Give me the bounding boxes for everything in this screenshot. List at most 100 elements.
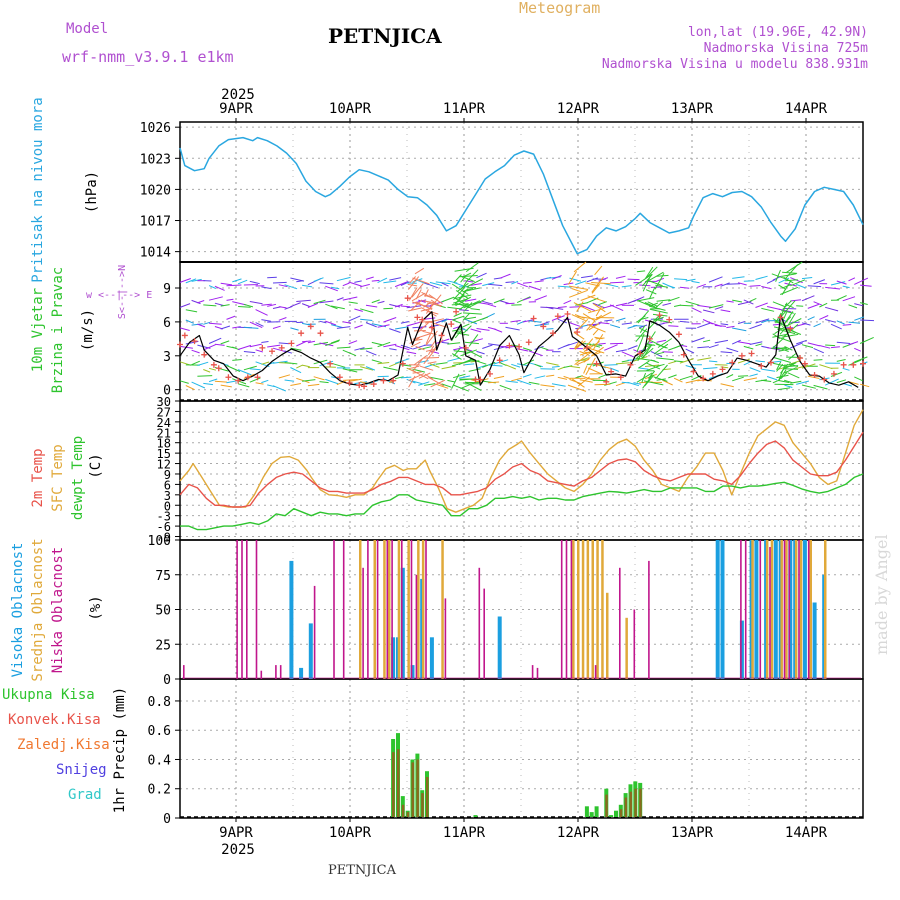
wind-gust-marker: [797, 355, 804, 362]
wind-arrow: [214, 285, 225, 291]
cloud-bar: [715, 540, 720, 679]
wind-arrow: [330, 324, 344, 329]
wind-gust-arrow: [463, 325, 472, 333]
wind-gust-arrow: [427, 345, 435, 356]
wind-gust-marker: [201, 351, 208, 358]
wind-gust-arrow: [407, 283, 418, 287]
wind-arrow: [302, 284, 313, 288]
cloud-bar: [560, 540, 563, 679]
ylabel-temp-unit: (C): [88, 453, 104, 478]
wind-arrow: [551, 383, 566, 387]
wind-arrow: [720, 282, 730, 287]
wind-arrow: [569, 322, 581, 327]
cloud-bar: [391, 540, 393, 679]
wind-arrow: [679, 286, 690, 289]
legend-snow: Snijeg: [56, 762, 107, 778]
wind-arrow: [290, 383, 301, 386]
meteogram-label: Meteogram: [519, 0, 601, 17]
wind-arrow: [720, 351, 733, 354]
wind-arrow: [453, 281, 464, 287]
wind-gust-arrow: [582, 313, 596, 322]
wind-arrow: [761, 379, 772, 382]
cloud-bar: [765, 540, 769, 679]
wind-gust-arrow: [776, 374, 789, 379]
wind-gust-arrow: [423, 357, 440, 359]
wind-gust-arrow: [594, 336, 603, 340]
ylabel-precip: 1hr Precip (mm): [112, 687, 128, 813]
wind-arrow: [691, 375, 702, 381]
wind-gust-arrow: [460, 275, 466, 283]
wind-arrow: [197, 361, 209, 366]
wind-gust-arrow: [655, 364, 668, 380]
wind-arrow: [232, 359, 242, 361]
cloud-bar: [536, 667, 539, 679]
wind-gust-arrow: [452, 315, 465, 321]
wind-gust-marker: [777, 314, 784, 321]
cloud-bar: [410, 665, 415, 679]
wind-arrow: [493, 328, 503, 333]
wind-gust-arrow: [415, 346, 425, 351]
wind-arrow: [627, 381, 640, 387]
wind-gust-marker: [438, 332, 445, 339]
wind-arrow: [528, 350, 543, 357]
cloud-bar: [289, 560, 294, 679]
wind-arrow: [708, 304, 724, 309]
wind-gust-arrow: [423, 348, 436, 365]
wind-arrow: [511, 377, 522, 382]
wind-arrow: [394, 303, 403, 308]
wind-gust-arrow: [585, 357, 596, 376]
wind-arrow-field: [179, 261, 875, 392]
wind-gust-arrow: [645, 266, 654, 279]
wind-arrow: [319, 342, 334, 347]
wind-arrow: [249, 301, 263, 305]
wind-arrow: [453, 373, 466, 379]
wind-arrow: [749, 323, 762, 330]
wind-arrow: [755, 379, 767, 383]
wind-gust-arrow: [464, 287, 474, 292]
wind-gust-arrow: [409, 276, 416, 284]
wind-arrow: [342, 321, 352, 324]
ylabel-sfctemp: SFC Temp: [50, 444, 66, 511]
panel-frame-precip: [179, 678, 864, 819]
wind-arrow: [830, 346, 840, 349]
wind-arrow: [737, 321, 746, 325]
wind-arrow: [441, 341, 449, 344]
wind-arrow: [278, 284, 288, 288]
wind-arrow: [697, 283, 706, 288]
cloud-bar: [241, 540, 243, 679]
cloud-bar: [421, 540, 425, 679]
wind-arrow: [441, 297, 454, 303]
wind-arrow: [813, 347, 824, 354]
wind-arrow: [313, 299, 326, 305]
wind-arrow: [261, 361, 270, 365]
y-tick-label: 0: [163, 673, 171, 688]
wind-gust-arrow: [424, 294, 435, 299]
wind-arrow: [209, 322, 222, 325]
wind-arrow: [517, 363, 529, 367]
wind-arrow: [511, 280, 519, 285]
wind-gust-arrow: [412, 301, 426, 307]
wind-arrow: [854, 303, 864, 307]
y-tick-label: 0: [163, 384, 171, 399]
y-tick-label: 3: [164, 489, 171, 503]
wind-arrow: [854, 347, 862, 352]
y-tick-label: -3: [157, 510, 171, 524]
wind-arrow: [726, 347, 739, 353]
wind-arrow: [418, 381, 430, 386]
wind-arrow: [848, 277, 856, 282]
wind-gust-arrow: [648, 370, 656, 379]
wind-gust-arrow: [788, 353, 797, 360]
wind-arrow: [203, 321, 211, 325]
wind-arrow: [406, 305, 422, 309]
wind-arrow: [563, 318, 571, 321]
wind-gust-arrow: [423, 301, 432, 308]
wind-arrow: [749, 297, 757, 302]
legend-total-rain: Ukupna Kisa: [2, 687, 95, 703]
wind-gust-marker: [414, 314, 421, 321]
wind-arrow: [842, 296, 856, 302]
wind-gust-marker: [496, 357, 503, 364]
wind-arrow: [528, 285, 542, 291]
wind-gust-marker: [210, 361, 217, 368]
wind-arrow: [610, 281, 625, 284]
wind-arrow: [551, 365, 560, 368]
